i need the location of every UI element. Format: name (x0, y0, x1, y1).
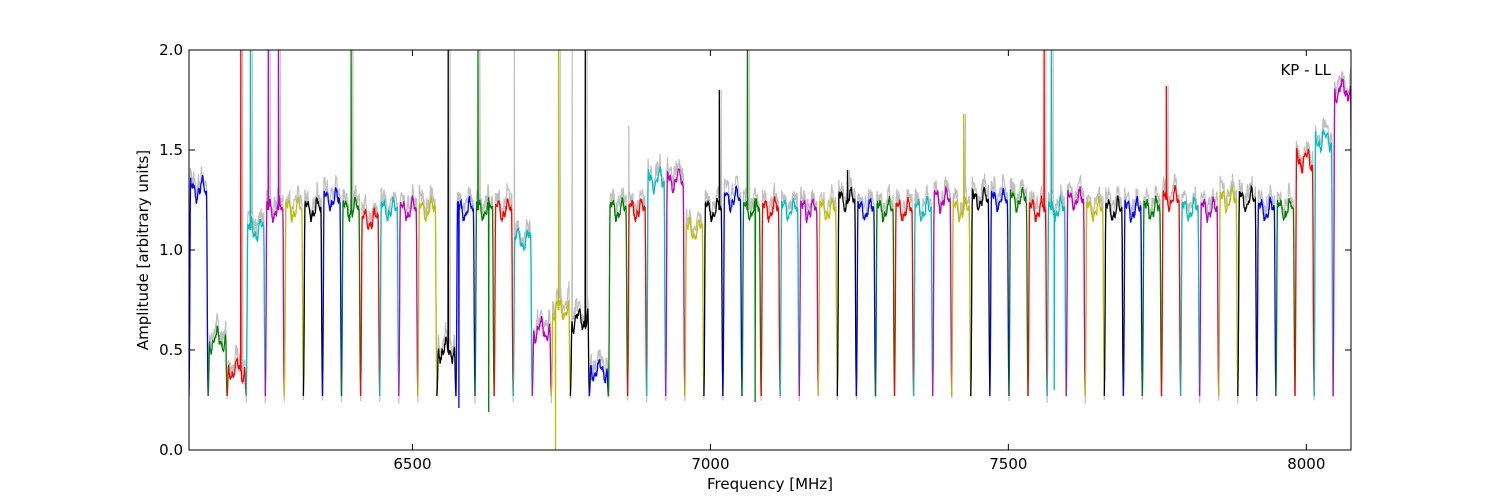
y-tick-label: 1.0 (159, 241, 183, 259)
y-axis: 0.0 0.5 1.0 1.5 2.0 (159, 41, 1351, 459)
channel-trace (283, 197, 305, 397)
channel-trace (989, 187, 1010, 397)
channel-trace (684, 216, 705, 397)
x-tick-label: 7500 (989, 455, 1027, 473)
x-axis-label: Frequency [MHz] (707, 475, 833, 493)
channel-trace (932, 185, 953, 397)
channel-trace (1332, 78, 1351, 397)
channel-trace (531, 316, 552, 397)
channel-trace (817, 196, 838, 397)
background-trace (189, 50, 1351, 404)
channel-trace (626, 197, 648, 397)
y-tick-label: 2.0 (159, 41, 183, 59)
channel-trace (893, 196, 915, 397)
channel-trace (1008, 187, 1029, 397)
channel-trace (1046, 50, 1067, 397)
y-axis-label: Amplitude [arbitrary units] (134, 150, 152, 350)
channel-trace (569, 50, 591, 397)
channel-trace (474, 50, 495, 413)
channel-trace (1198, 196, 1220, 397)
channel-trace (836, 169, 858, 397)
channel-trace (1179, 196, 1201, 397)
channel-trace (1294, 147, 1315, 397)
channel-trace (493, 198, 514, 397)
channel-trace (912, 195, 934, 397)
channel-trace (245, 50, 266, 397)
channel-trace (760, 196, 781, 397)
channel-trace (1027, 50, 1048, 397)
channel-trace (722, 185, 743, 397)
plot-background (189, 50, 1351, 450)
channel-trace (1313, 128, 1334, 397)
channel-trace (741, 50, 762, 403)
channel-trace (779, 198, 800, 397)
channel-trace (379, 196, 400, 397)
y-tick-label: 0.5 (159, 341, 183, 359)
channel-trace (417, 195, 438, 397)
channel-trace (798, 198, 819, 397)
channel-trace (207, 325, 228, 397)
channel-trace (398, 195, 419, 397)
channel-trace (1141, 195, 1163, 397)
channel-trace (951, 113, 972, 397)
y-tick-label: 0.0 (159, 441, 183, 459)
channel-trace (1218, 185, 1239, 397)
channel-trace (455, 195, 476, 409)
channel-trace (226, 50, 247, 397)
x-tick-label: 7000 (691, 455, 729, 473)
channel-trace (1122, 195, 1144, 397)
channel-trace (874, 196, 896, 397)
channel-trace (1065, 186, 1086, 397)
channel-trace (436, 50, 457, 397)
channel-trace (189, 175, 209, 397)
channel-trace (550, 50, 572, 450)
channel-trace (588, 359, 610, 397)
trace-layer (189, 50, 1351, 450)
channel-trace (264, 50, 285, 397)
channel-trace (1160, 85, 1182, 397)
channel-trace (703, 89, 724, 397)
channel-trace (607, 197, 629, 397)
channel-trace (340, 50, 362, 397)
y-tick-label: 1.5 (159, 141, 183, 159)
channel-trace (970, 186, 991, 397)
channel-trace (321, 187, 343, 397)
channel-trace (855, 198, 877, 397)
channel-trace (359, 207, 381, 397)
x-tick-label: 6500 (393, 455, 431, 473)
x-tick-label: 8000 (1287, 455, 1325, 473)
channel-trace (1103, 195, 1125, 397)
channel-trace (645, 166, 667, 397)
baseline-annotation: KP - LL (1280, 61, 1331, 79)
channel-trace (1237, 184, 1258, 397)
channel-trace (512, 227, 533, 397)
channel-trace (302, 197, 324, 397)
channel-trace (1084, 196, 1105, 397)
channel-trace (665, 167, 686, 397)
channel-trace (1256, 195, 1277, 397)
channel-trace (1275, 198, 1296, 397)
x-axis: 6500 7000 7500 8000 (393, 50, 1325, 473)
